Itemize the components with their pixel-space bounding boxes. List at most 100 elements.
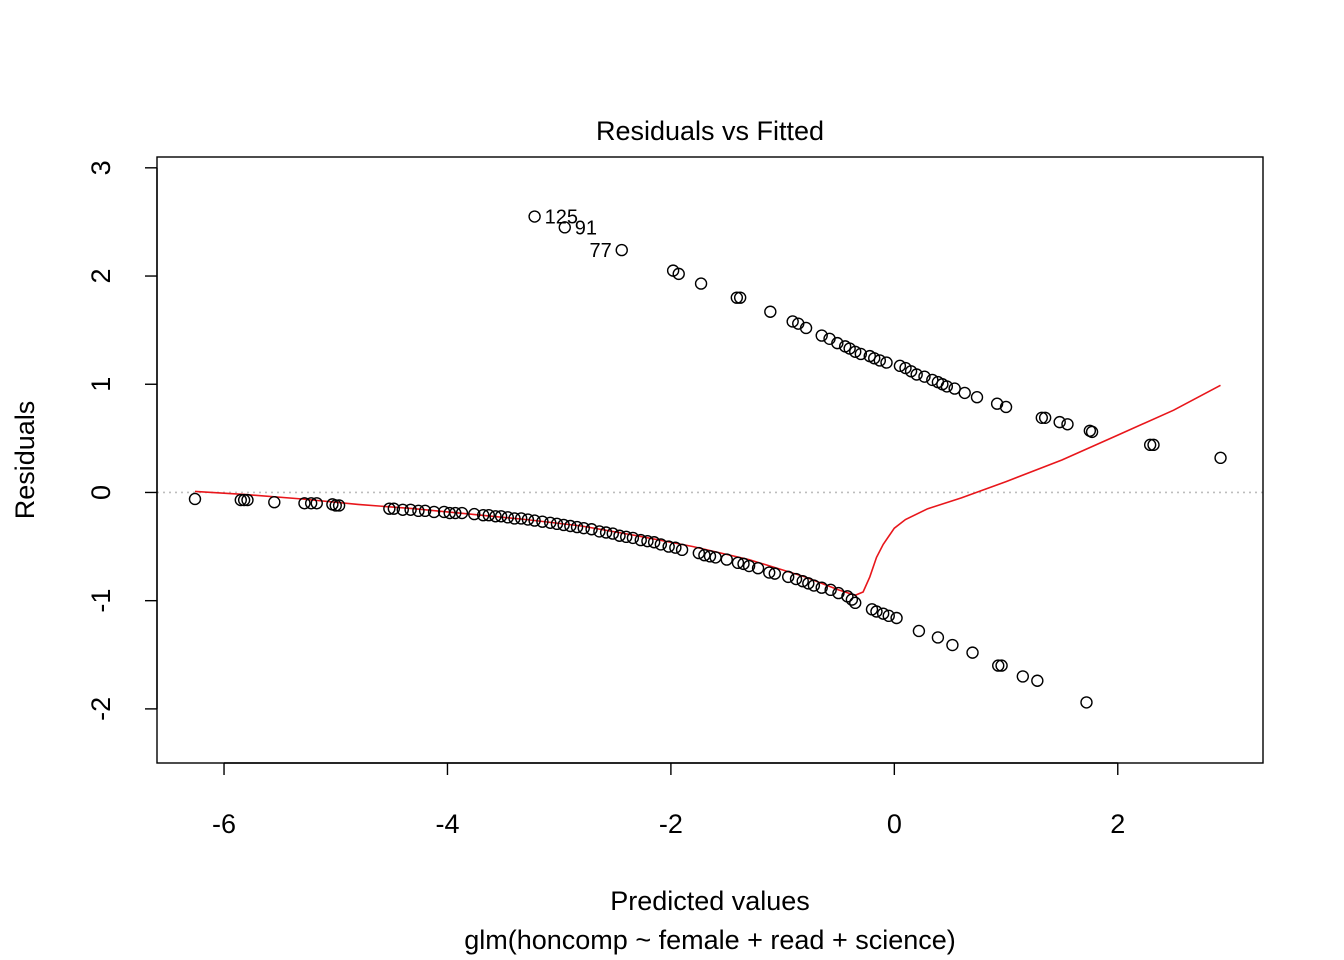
data-point: [606, 527, 620, 540]
chart-title: Residuals vs Fitted: [596, 116, 824, 146]
y-tick-label: 3: [86, 160, 116, 175]
data-point: [1085, 425, 1099, 439]
data-point: [550, 517, 564, 531]
data-point: [449, 506, 462, 520]
data-point: [613, 529, 626, 542]
data-point: [966, 646, 979, 659]
data-point: [626, 531, 640, 545]
x-tick-label: -2: [659, 809, 683, 839]
data-point: [799, 321, 813, 335]
chart-subtitle: glm(honcomp ~ female + read + science): [464, 925, 956, 955]
data-point: [427, 505, 441, 519]
data-point: [634, 533, 647, 547]
data-point: [1031, 674, 1044, 687]
smooth-line: [194, 384, 1221, 597]
data-point: [188, 492, 202, 506]
data-point: [310, 497, 323, 510]
x-tick-label: -6: [212, 809, 236, 839]
data-point: [796, 575, 809, 588]
data-point: [1143, 438, 1157, 452]
x-tick-label: 2: [1110, 809, 1125, 839]
data-point: [268, 496, 281, 509]
data-point: [880, 356, 893, 369]
data-point: [876, 607, 890, 620]
data-point: [564, 519, 577, 533]
data-point: [387, 502, 401, 515]
data-point: [893, 359, 907, 373]
data-point: [1038, 411, 1052, 424]
data-point: [789, 572, 803, 586]
data-point: [807, 579, 821, 592]
data-point: [940, 380, 954, 393]
data-point: [849, 345, 862, 358]
data-point: [593, 525, 606, 538]
data-point: [824, 583, 837, 597]
x-tick-label: -4: [435, 809, 459, 839]
data-point: [383, 502, 396, 515]
data-point: [948, 382, 961, 395]
data-point: [675, 543, 689, 557]
data-point: [1061, 418, 1074, 431]
data-point: [654, 538, 668, 551]
data-point: [641, 534, 654, 548]
y-axis-label: Residuals: [10, 401, 40, 520]
data-point: [332, 499, 346, 512]
data-point: [854, 347, 868, 361]
data-point: [910, 368, 923, 381]
data-point: [733, 291, 747, 304]
data-point: [412, 504, 425, 518]
data-point: [508, 512, 521, 525]
data-point: [404, 503, 417, 516]
data-point: [1214, 451, 1227, 465]
data-point: [890, 611, 903, 625]
point-label: 91: [575, 217, 597, 239]
data-point: [544, 516, 557, 529]
data-point: [737, 557, 750, 571]
data-point: [237, 493, 251, 507]
data-point: [764, 305, 777, 318]
data-point: [786, 315, 799, 328]
data-point: [832, 586, 845, 600]
data-point: [615, 243, 628, 257]
point-label: 125: [545, 207, 578, 229]
data-point: [995, 659, 1008, 672]
data-point: [694, 277, 708, 290]
data-point: [990, 397, 1004, 410]
data-point: [577, 521, 590, 535]
data-point: [815, 329, 828, 342]
data-point: [849, 596, 862, 610]
data-point: [1035, 411, 1049, 424]
data-point: [501, 511, 514, 524]
data-point: [815, 581, 828, 594]
data-point: [958, 386, 971, 400]
data-point: [558, 221, 571, 234]
data-point: [882, 609, 895, 623]
data-point: [1147, 438, 1160, 452]
data-point: [494, 510, 508, 523]
data-point: [1080, 696, 1093, 709]
data-point: [455, 506, 469, 520]
data-point: [477, 508, 490, 522]
data-point: [599, 526, 613, 539]
data-point: [720, 553, 733, 566]
data-point: [557, 518, 570, 532]
data-point: [528, 210, 541, 223]
y-axis: -2 -1 0 1 2 3: [86, 160, 158, 721]
data-point: [570, 520, 584, 534]
data-point: [536, 515, 549, 528]
data-point: [669, 541, 682, 554]
data-point: [918, 370, 931, 383]
data-point: [241, 493, 254, 507]
data-point: [489, 510, 502, 523]
data-point: [521, 513, 535, 526]
data-point: [620, 530, 633, 544]
data-point: [234, 493, 247, 507]
data-point: [831, 336, 844, 350]
data-point: [528, 514, 541, 527]
data-point: [946, 638, 959, 652]
y-tick-label: 0: [86, 485, 116, 500]
data-point: [703, 550, 717, 563]
data-point: [672, 267, 685, 281]
